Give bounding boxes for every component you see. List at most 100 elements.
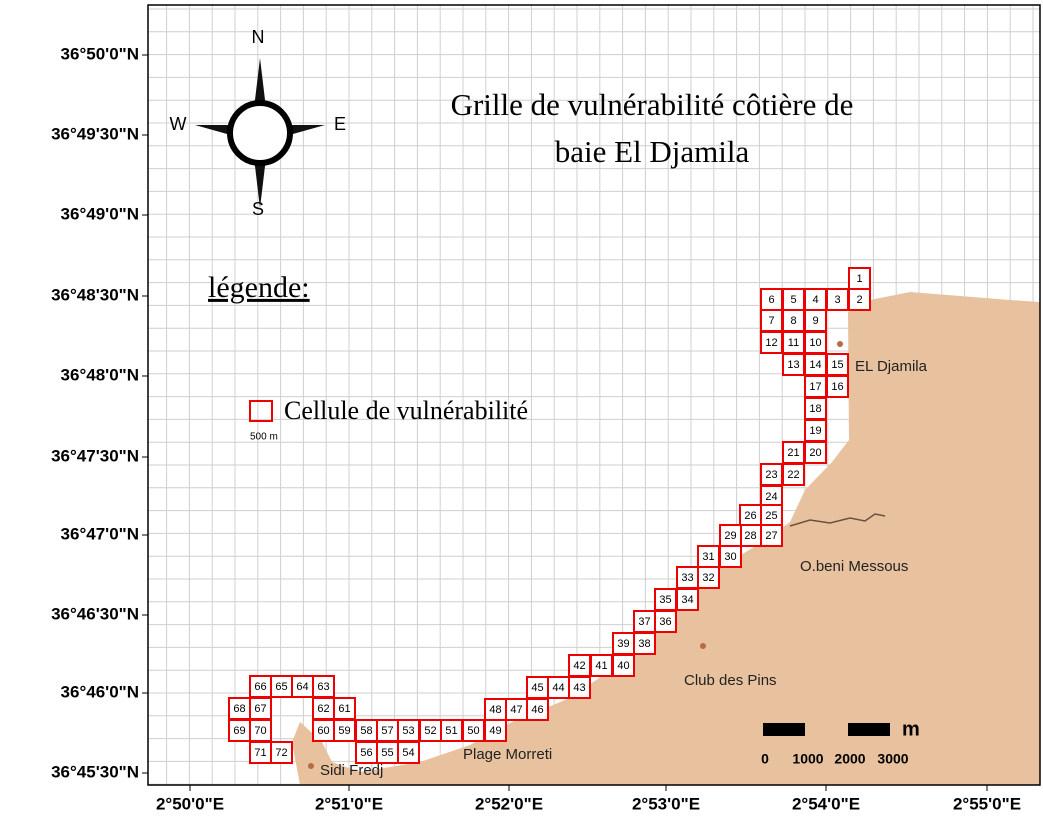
cell-number: 10	[809, 337, 821, 349]
cell-number: 28	[744, 530, 756, 542]
cell-number: 66	[254, 681, 266, 693]
scale-label: 1000	[792, 751, 823, 767]
map-frame	[147, 4, 1041, 786]
scale-unit: m	[902, 718, 920, 740]
cell-number: 22	[787, 469, 799, 481]
cell-number: 72	[275, 747, 287, 759]
cell-number: 9	[812, 315, 818, 327]
lat-tick-label: 36°45'30"N	[51, 762, 139, 781]
ticks: 36°50'0"N36°49'30"N36°49'0"N36°48'30"N36…	[51, 44, 1021, 813]
cell-number: 16	[831, 381, 843, 393]
legend-heading: légende:	[208, 271, 310, 304]
cell-number: 51	[445, 725, 457, 737]
place-label: O.beni Messous	[800, 558, 908, 575]
cell-number: 49	[489, 725, 501, 737]
compass-e: E	[334, 114, 346, 134]
cell-number: 68	[233, 703, 245, 715]
cell-number: 55	[381, 747, 393, 759]
vulnerability-cell	[760, 331, 783, 354]
cell-number: 14	[809, 359, 821, 371]
cell-number: 31	[702, 551, 714, 563]
cell-number: 12	[765, 337, 777, 349]
cell-number: 34	[681, 594, 693, 606]
cell-number: 36	[659, 616, 671, 628]
cell-number: 61	[338, 703, 350, 715]
cell-number: 11	[788, 337, 799, 349]
cell-number: 29	[724, 530, 736, 542]
title-line: Grille de vulnérabilité côtière de	[451, 87, 854, 122]
cell-number: 37	[638, 616, 650, 628]
cell-number: 18	[809, 403, 821, 415]
scale-bar-segment	[763, 723, 805, 736]
lon-tick-label: 2°54'0"E	[792, 794, 860, 813]
cell-number: 3	[834, 294, 840, 306]
scale-label: 0	[761, 751, 769, 767]
cell-number: 13	[787, 359, 799, 371]
cell-number: 21	[787, 447, 799, 459]
cell-number: 35	[659, 594, 671, 606]
title-line: baie El Djamila	[555, 134, 750, 169]
cell-number: 56	[360, 747, 372, 759]
cell-number: 15	[831, 359, 843, 371]
cell-number: 59	[338, 725, 350, 737]
cell-number: 48	[489, 704, 501, 716]
cell-number: 39	[617, 638, 629, 650]
cell-number: 40	[617, 660, 629, 672]
cell-number: 6	[768, 294, 774, 306]
cell-number: 46	[531, 704, 543, 716]
lat-tick-label: 36°49'30"N	[51, 124, 139, 143]
town-dot	[700, 643, 706, 649]
cell-number: 38	[638, 638, 650, 650]
cell-number: 62	[317, 703, 329, 715]
cell-number: 67	[254, 703, 266, 715]
lon-tick-label: 2°55'0"E	[953, 794, 1021, 813]
cell-number: 19	[809, 425, 821, 437]
cell-number: 30	[724, 551, 736, 563]
lon-tick-label: 2°52'0"E	[475, 794, 543, 813]
town-dot	[837, 341, 843, 347]
scale-bar-segment	[848, 723, 890, 736]
cell-number: 47	[510, 704, 522, 716]
cell-number: 70	[254, 725, 266, 737]
compass-w: W	[170, 114, 187, 134]
lat-tick-label: 36°47'30"N	[51, 446, 139, 465]
cell-number: 4	[812, 294, 818, 306]
vulnerability-cell	[270, 741, 293, 764]
cell-number: 45	[531, 682, 543, 694]
cell-number: 50	[467, 725, 479, 737]
cell-number: 60	[317, 725, 329, 737]
cell-number: 7	[768, 315, 774, 327]
cell-number: 5	[790, 294, 796, 306]
cell-number: 43	[573, 682, 585, 694]
lat-tick-label: 36°50'0"N	[61, 44, 139, 63]
legend-cell-size: 500 m	[250, 432, 278, 443]
place-label: Sidi Fredj	[320, 762, 383, 779]
town-dot	[308, 763, 314, 769]
cell-number: 65	[275, 681, 287, 693]
cell-number: 63	[317, 681, 329, 693]
legend-swatch	[249, 400, 273, 422]
place-label: EL Djamila	[855, 358, 928, 375]
lat-tick-label: 36°49'0"N	[61, 204, 139, 223]
lat-tick-label: 36°46'30"N	[51, 604, 139, 623]
lat-tick-label: 36°46'0"N	[61, 682, 139, 701]
compass-n: N	[252, 27, 265, 47]
cell-number: 57	[381, 725, 393, 737]
cell-number: 54	[402, 747, 414, 759]
cell-number: 52	[424, 725, 436, 737]
place-label: Club des Pins	[684, 672, 777, 689]
cell-number: 71	[254, 747, 266, 759]
cell-number: 23	[765, 469, 777, 481]
cell-number: 20	[809, 447, 821, 459]
cell-number: 27	[765, 530, 777, 542]
legend-item: Cellule de vulnérabilité	[284, 396, 528, 425]
compass	[195, 58, 325, 208]
cell-number: 41	[595, 660, 607, 672]
lat-tick-label: 36°48'0"N	[61, 365, 139, 384]
cell-number: 33	[681, 572, 693, 584]
cell-number: 2	[856, 294, 862, 306]
cell-number: 58	[360, 725, 372, 737]
place-label: Plage Morreti	[463, 746, 552, 763]
cell-number: 8	[790, 315, 796, 327]
